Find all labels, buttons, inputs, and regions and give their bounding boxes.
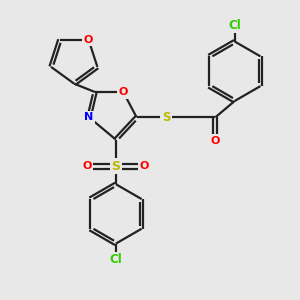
Text: S: S: [111, 160, 120, 173]
Text: Cl: Cl: [110, 254, 122, 266]
Text: S: S: [162, 111, 171, 124]
Text: O: O: [118, 87, 128, 97]
Text: Cl: Cl: [228, 19, 241, 32]
Text: O: O: [140, 161, 149, 171]
Text: N: N: [84, 112, 94, 122]
Text: O: O: [82, 161, 92, 171]
Text: O: O: [211, 136, 220, 146]
Text: O: O: [84, 34, 93, 45]
